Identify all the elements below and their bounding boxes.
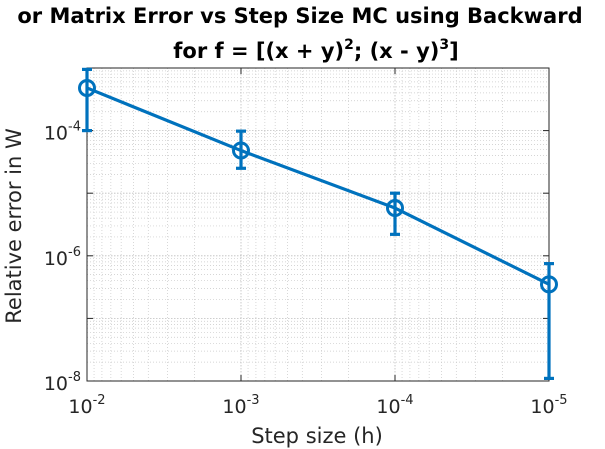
y-tick-label-exponent: -4: [68, 120, 81, 135]
y-tick-label-base: 10: [44, 123, 68, 145]
y-tick-label-exponent: -6: [68, 245, 81, 260]
x-tick-label-exponent: -5: [555, 393, 568, 408]
x-tick-label-exponent: -4: [401, 393, 414, 408]
data-point-marker: [540, 275, 558, 294]
x-tick-label-base: 10: [530, 396, 554, 418]
series-line: [86, 86, 550, 286]
y-tick-label-base: 10: [44, 373, 68, 395]
x-tick-label: 10-5: [530, 393, 567, 418]
y-tick-label: 10-8: [44, 370, 81, 395]
title-formula-part-1: for f = [(x + y): [173, 39, 344, 63]
x-tick-label: 10-2: [68, 393, 105, 418]
data-point-marker: [78, 78, 96, 97]
title-formula-part-2: ; (x - y): [354, 39, 439, 63]
y-axis-label: Relative error in W: [2, 128, 26, 324]
minor-grid: [87, 68, 549, 381]
chart-title-line-2: for f = [(x + y)2; (x - y)3]: [173, 37, 458, 63]
tick-labels: 10-2 10-3 10-4 10-510-810-610-4: [44, 120, 568, 418]
x-axis-label: Step size (h): [251, 424, 383, 448]
title-exponent-2: 3: [439, 37, 449, 53]
x-tick-label-base: 10: [68, 396, 92, 418]
x-tick-label-exponent: -3: [247, 393, 260, 408]
x-tick-label: 10-4: [376, 393, 413, 418]
data-series: [78, 67, 558, 381]
x-tick-label-base: 10: [222, 396, 246, 418]
y-tick-label-exponent: -8: [68, 370, 81, 385]
plot-area-box: [86, 67, 550, 382]
data-point-marker: [386, 199, 404, 218]
x-tick-label: 10-3: [222, 393, 259, 418]
chart-title-line-1: or Matrix Error vs Step Size MC using Ba…: [17, 4, 582, 28]
y-tick-label-base: 10: [44, 248, 68, 270]
title-formula-part-3: ]: [449, 39, 459, 63]
y-tick-label: 10-4: [44, 120, 81, 145]
x-tick-label-exponent: -2: [93, 393, 106, 408]
data-point-marker: [232, 141, 250, 160]
title-exponent-1: 2: [344, 37, 354, 53]
x-tick-label-base: 10: [376, 396, 400, 418]
y-tick-label: 10-6: [44, 245, 81, 270]
